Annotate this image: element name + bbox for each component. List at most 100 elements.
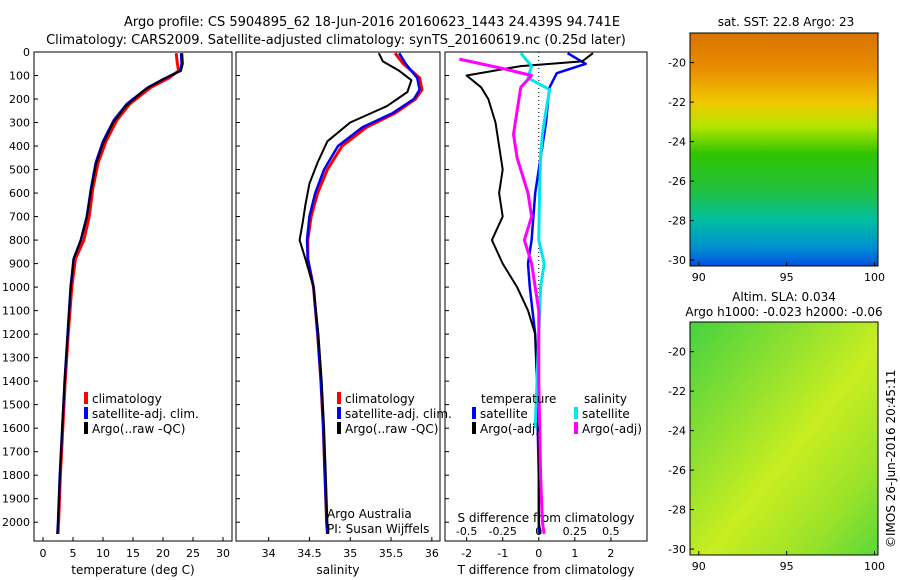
x-axis-label: salinity (316, 563, 359, 577)
x-tick-label: 0 (40, 547, 47, 560)
x2-axis-label: S difference from climatology (458, 511, 635, 525)
annotation-argo-australia: Argo Australia (327, 507, 412, 521)
y-tick-label: 700 (9, 211, 30, 224)
y-tick-label: 1600 (2, 422, 30, 435)
legend-swatch-t-satellite (472, 407, 476, 419)
x-tick-label: -1 (497, 547, 508, 560)
title-line-2: Climatology: CARS2009. Satellite-adjuste… (46, 33, 626, 48)
legend-swatch-argo (84, 422, 88, 434)
y-tick-label: 1300 (2, 352, 30, 365)
legend-swatch-s-satellite (574, 407, 578, 419)
sla-map-subtitle: Argo h1000: -0.023 h2000: -0.06 (685, 305, 882, 319)
x-tick-label: 25 (186, 547, 200, 560)
x-tick-label: 95 (780, 271, 794, 284)
x-tick-label: 36 (425, 547, 439, 560)
x-tick-label: 90 (692, 560, 706, 573)
legend-swatch-satellite (84, 407, 88, 419)
legend-swatch-argo (337, 422, 341, 434)
y-tick-label: -20 (668, 57, 686, 70)
series-line (56, 53, 183, 534)
series-line (298, 52, 413, 534)
y-tick-label: 1200 (2, 328, 30, 341)
x-tick-label: 34 (262, 547, 276, 560)
y-tick-label: -26 (668, 464, 686, 477)
salinity-legend: climatology satellite-adj. clim. Argo(..… (337, 392, 452, 436)
salinity-panel: 34 34.5 35 35.5 36 salinity (235, 51, 441, 577)
y-tick-label: 500 (9, 164, 30, 177)
y-tick-label: 1400 (2, 375, 30, 388)
legend-swatch-climatology (337, 392, 341, 404)
y-tick-label: 1800 (2, 469, 30, 482)
y-tick-label: -28 (668, 215, 686, 228)
legend-label-argo: Argo(..raw -QC) (92, 422, 185, 436)
imos-credit: ©IMOS 26-Jun-2016 20:45:11 (884, 370, 898, 548)
annotation-pi: PI: Susan Wijffels (327, 522, 429, 536)
y-tick-label: -22 (668, 96, 686, 109)
temperature-legend: climatology satellite-adj. clim. Argo(..… (84, 392, 199, 436)
y-tick-label: 1700 (2, 446, 30, 459)
map-frame (689, 321, 879, 556)
y-tick-label: 300 (9, 117, 30, 130)
y-tick-label: -22 (668, 385, 686, 398)
legend-label-satellite: satellite-adj. clim. (345, 407, 452, 421)
x-tick-label: 20 (156, 547, 170, 560)
x2-tick-label: -0.5 (456, 525, 477, 538)
sst-map-panel: sat. SST: 22.8 Argo: 23 -20-22-24-26-28-… (668, 15, 885, 284)
plot-frame (33, 51, 233, 542)
x-tick-label: 1 (571, 547, 578, 560)
legend-label-s-argo: Argo(-adj) (582, 422, 642, 436)
legend-label-climatology: climatology (345, 392, 415, 406)
y-tick-label: -24 (668, 136, 686, 149)
x-tick-label: 34.5 (297, 547, 322, 560)
series-line (526, 52, 587, 534)
y-tick-label: 1000 (2, 281, 30, 294)
x2-tick-label: 0.25 (563, 525, 588, 538)
legend-swatch-s-argo (574, 422, 578, 434)
x-tick-label: -2 (461, 547, 472, 560)
plot-frame (444, 51, 648, 542)
y-tick-label: 800 (9, 234, 30, 247)
x-tick-label: 0 (535, 547, 542, 560)
y-tick-label: 1100 (2, 305, 30, 318)
x-axis-label: T difference from climatology (457, 563, 635, 577)
x-tick-label: 95 (780, 560, 794, 573)
legend-label-climatology: climatology (92, 392, 162, 406)
sst-map-field (690, 33, 878, 266)
y-tick-label: 900 (9, 258, 30, 271)
legend-label-argo: Argo(..raw -QC) (345, 422, 438, 436)
x-tick-label: 2 (607, 547, 614, 560)
x-tick-label: 30 (216, 547, 230, 560)
series-line (56, 53, 184, 534)
legend-label-t-argo: Argo(-adj) (480, 422, 540, 436)
sst-map-axes: -20 -22 -24 -26 -28 -30 90 95 100 (668, 32, 885, 284)
x-tick-label: 100 (864, 271, 885, 284)
sla-map-panel: Altim. SLA: 0.034 Argo h1000: -0.023 h20… (668, 290, 885, 573)
y-tick-label: 1900 (2, 493, 30, 506)
x2-tick-label: -0.25 (488, 525, 516, 538)
y-tick-label: 400 (9, 140, 30, 153)
plot-frame (235, 51, 441, 542)
legend-swatch-satellite (337, 407, 341, 419)
difference-legend: temperature satellite Argo(-adj) salinit… (472, 392, 642, 436)
y-tick-label: -28 (668, 504, 686, 517)
y-tick-label: 600 (9, 187, 30, 200)
y-tick-label: 2000 (2, 516, 30, 529)
y-tick-label: -30 (668, 543, 686, 556)
x-tick-label: 35.5 (379, 547, 404, 560)
series-line (56, 53, 181, 534)
legend-swatch-climatology (84, 392, 88, 404)
legend-label-satellite: satellite-adj. clim. (92, 407, 199, 421)
map-frame (689, 32, 879, 267)
x-tick-label: 90 (692, 271, 706, 284)
x2-tick-label: 0.5 (602, 525, 620, 538)
legend-swatch-t-argo (472, 422, 476, 434)
series-line (305, 52, 421, 534)
x-tick-label: 100 (864, 560, 885, 573)
y-tick-label: -20 (668, 346, 686, 359)
x-tick-label: 10 (96, 547, 110, 560)
legend-header-salinity: salinity (584, 392, 627, 406)
x-tick-label: 5 (70, 547, 77, 560)
x-axis-label: temperature (deg C) (71, 563, 194, 577)
sla-map-field (690, 322, 878, 555)
